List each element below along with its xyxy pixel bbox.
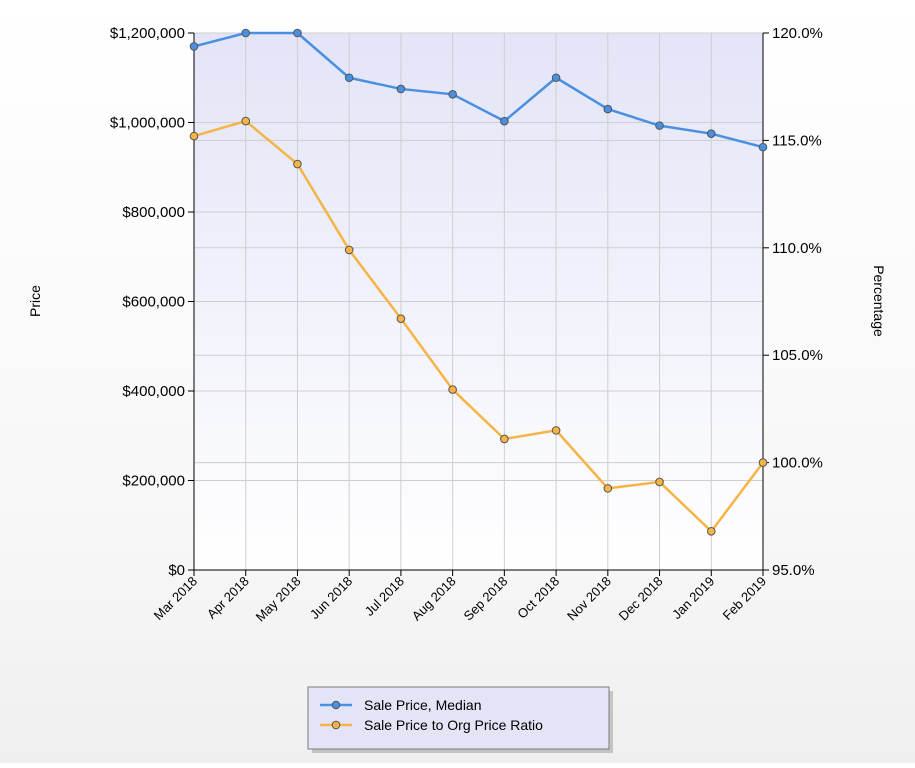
data-point: [293, 159, 302, 169]
data-point: [241, 28, 251, 38]
y2-tick-label: 110.0%: [772, 240, 822, 257]
x-tick-label: Mar 2018: [151, 574, 200, 623]
data-point: [655, 477, 664, 487]
y2-tick-label: 105.0%: [772, 347, 823, 364]
x-tick-label: Jan 2019: [669, 574, 717, 622]
legend-swatch-marker: [331, 700, 341, 710]
data-point: [448, 90, 457, 99]
legend: Sale Price, Median Sale Price to Org Pric…: [307, 686, 613, 753]
series-line: [193, 119, 764, 533]
x-tick-label: Jun 2018: [307, 574, 355, 622]
y-tick-label: $800,000: [122, 204, 185, 221]
x-tick-label: Apr 2018: [204, 574, 252, 622]
data-point: [189, 42, 199, 51]
series: [189, 28, 768, 536]
data-point: [344, 73, 354, 83]
data-point: [758, 458, 768, 467]
y-axis-title: Price: [27, 285, 43, 317]
y-tick-label: $1,000,000: [110, 115, 185, 132]
y2-tick-label: 95.0%: [772, 562, 815, 579]
y-tick-label: $0: [168, 562, 185, 579]
y2-tick-label: 115.0%: [772, 132, 822, 149]
y2-tick-label: 120.0%: [772, 25, 823, 42]
data-point: [241, 116, 251, 126]
y-tick-label: $200,000: [122, 473, 185, 490]
data-point: [189, 131, 199, 141]
data-point: [758, 142, 768, 152]
legend-box: [307, 686, 610, 750]
y-tick-label: $1,200,000: [110, 25, 185, 42]
y-tick-label: $400,000: [122, 383, 185, 400]
legend-label: Sale Price, Median: [364, 697, 482, 713]
x-tick-label: Oct 2018: [514, 574, 562, 622]
data-point: [603, 104, 613, 114]
data-point: [344, 245, 354, 255]
legend-swatch-marker: [331, 720, 341, 730]
x-tick-label: Nov 2018: [564, 574, 614, 624]
x-tick-label: May 2018: [253, 574, 304, 625]
data-point: [500, 116, 509, 126]
data-point: [500, 434, 509, 444]
legend-label: Sale Price to Org Price Ratio: [364, 717, 543, 733]
data-point: [706, 129, 716, 138]
y2-tick-label: 100.0%: [772, 455, 823, 472]
series-line: [193, 31, 764, 149]
x-tick-label: Aug 2018: [409, 574, 459, 624]
data-point: [396, 84, 406, 94]
y-tick-label: $600,000: [122, 294, 185, 311]
x-tick-label: Jul 2018: [362, 574, 407, 619]
data-point: [551, 73, 561, 83]
data-point: [551, 426, 561, 435]
data-point: [396, 314, 406, 323]
x-tick-label: Feb 2019: [720, 574, 769, 623]
y2-axis-title: Percentage: [871, 265, 887, 337]
x-tick-label: Dec 2018: [616, 574, 666, 624]
data-point: [655, 121, 664, 130]
data-point: [706, 527, 716, 536]
data-point: [603, 484, 613, 493]
x-tick-label: Sep 2018: [461, 574, 511, 624]
data-point: [448, 385, 457, 394]
data-point: [293, 28, 302, 38]
